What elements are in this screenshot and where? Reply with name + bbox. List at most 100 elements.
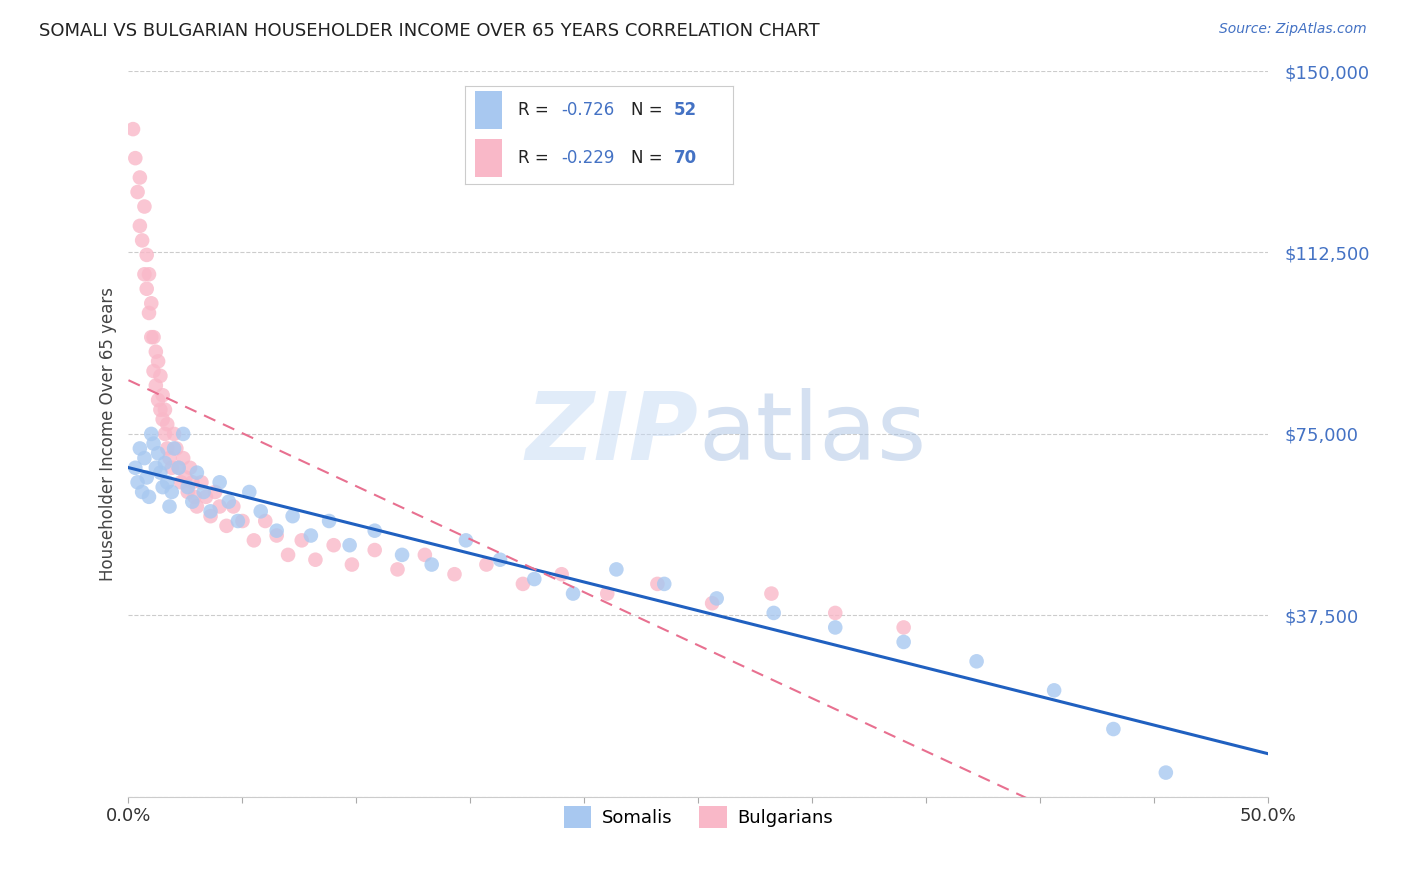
Point (218, 494, 240, 508)
Point (208, 475, 231, 490)
Point (291, 533, 314, 548)
Point (152, 412, 174, 426)
Point (222, 500, 245, 514)
Point (145, 460, 167, 475)
Point (893, 635, 915, 649)
Point (304, 552, 326, 566)
Point (200, 509, 222, 524)
Point (700, 596, 723, 610)
Point (134, 267, 156, 281)
Point (420, 558, 443, 572)
Point (124, 460, 146, 475)
Point (134, 451, 156, 466)
Point (167, 460, 190, 475)
Point (824, 606, 846, 620)
Point (153, 402, 176, 417)
Point (163, 442, 186, 456)
Point (174, 470, 197, 484)
Point (443, 567, 465, 582)
Point (193, 485, 215, 500)
Point (172, 451, 194, 466)
Point (512, 577, 534, 591)
Point (1102, 722, 1125, 736)
Point (249, 504, 271, 518)
Point (762, 606, 785, 620)
Point (966, 654, 988, 668)
Text: atlas: atlas (699, 388, 927, 480)
Point (156, 442, 179, 456)
Point (128, 442, 150, 456)
Point (149, 466, 172, 480)
Point (1043, 683, 1066, 698)
Legend: Somalis, Bulgarians: Somalis, Bulgarians (557, 798, 841, 835)
Point (122, 122, 145, 136)
Point (124, 151, 146, 165)
Point (156, 475, 179, 490)
Point (128, 219, 150, 233)
Point (165, 442, 187, 456)
Text: Source: ZipAtlas.com: Source: ZipAtlas.com (1219, 22, 1367, 37)
Point (131, 234, 153, 248)
Point (596, 586, 619, 600)
Point (181, 494, 204, 508)
Point (141, 296, 163, 310)
Point (135, 248, 157, 262)
Point (339, 538, 361, 552)
Point (652, 577, 675, 591)
Point (190, 475, 212, 490)
Point (195, 490, 218, 504)
Point (391, 548, 413, 562)
Point (131, 485, 153, 500)
Point (138, 490, 160, 504)
Point (127, 475, 149, 490)
Point (215, 519, 238, 533)
Point (186, 466, 208, 480)
Point (127, 185, 149, 199)
Point (266, 528, 288, 542)
Point (475, 558, 498, 572)
Point (159, 451, 181, 466)
Point (322, 538, 344, 552)
Point (153, 426, 176, 441)
Point (149, 368, 172, 383)
Point (364, 524, 387, 538)
Point (149, 402, 172, 417)
Point (156, 417, 179, 432)
Point (318, 514, 340, 528)
Y-axis label: Householder Income Over 65 years: Householder Income Over 65 years (100, 287, 117, 581)
Point (135, 282, 157, 296)
Point (167, 460, 190, 475)
Point (266, 524, 288, 538)
Point (145, 378, 167, 392)
Point (153, 456, 176, 470)
Point (299, 528, 322, 542)
Point (200, 504, 222, 518)
Point (893, 620, 915, 634)
Point (489, 552, 512, 566)
Point (824, 620, 846, 634)
Point (172, 426, 194, 441)
Point (454, 533, 477, 548)
Point (163, 426, 186, 441)
Text: ZIP: ZIP (526, 388, 699, 480)
Point (387, 562, 409, 576)
Point (142, 364, 165, 378)
Point (152, 388, 174, 402)
Point (146, 446, 169, 460)
Point (138, 267, 160, 281)
Point (146, 392, 169, 407)
Point (562, 586, 585, 600)
Point (159, 500, 181, 514)
Point (145, 344, 167, 359)
Point (364, 543, 387, 558)
Point (177, 485, 200, 500)
Point (523, 572, 546, 586)
Point (160, 460, 183, 475)
Point (550, 567, 572, 582)
Point (1154, 765, 1177, 780)
Point (141, 330, 163, 344)
Text: SOMALI VS BULGARIAN HOUSEHOLDER INCOME OVER 65 YEARS CORRELATION CHART: SOMALI VS BULGARIAN HOUSEHOLDER INCOME O… (39, 22, 820, 40)
Point (179, 460, 201, 475)
Point (142, 436, 165, 450)
Point (152, 480, 174, 494)
